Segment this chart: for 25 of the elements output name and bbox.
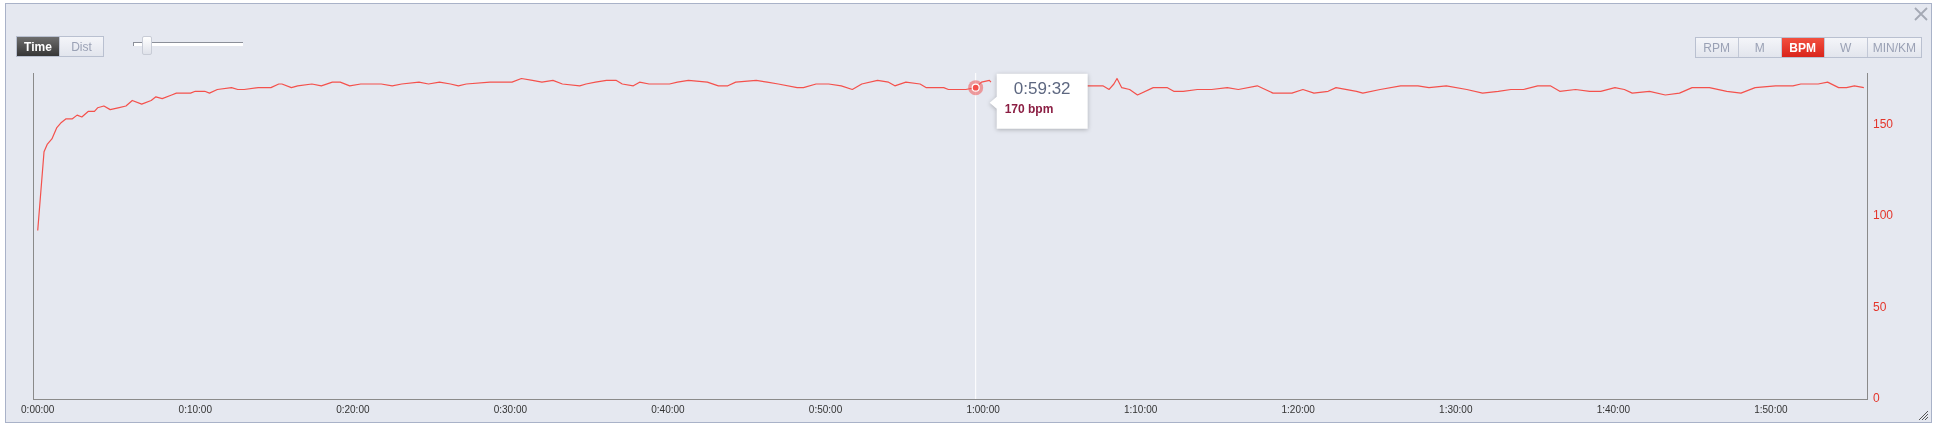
x-tick-label: 1:20:00 <box>1281 403 1316 415</box>
y-tick-label: 50 <box>1873 299 1887 314</box>
text: RPM <box>1695 38 1739 57</box>
y-tick-label: 150 <box>1873 116 1894 131</box>
text: W <box>1824 38 1868 57</box>
text: Time <box>17 37 60 56</box>
annotation: 170 bpm <box>1004 101 1054 116</box>
x-tick-label: 0:10:00 <box>178 403 213 415</box>
x-tick-label: 1:00:00 <box>966 403 1001 415</box>
x-tick-label: 1:10:00 <box>1123 403 1158 415</box>
x-tick-label: 1:30:00 <box>1439 403 1473 415</box>
text: Dist <box>60 37 103 56</box>
text: M <box>1738 38 1782 57</box>
annotation: 0:59:32 <box>1013 79 1071 99</box>
x-tick-label: 0:30:00 <box>493 403 528 415</box>
x-tick-label: 1:40:00 <box>1596 403 1631 415</box>
x-tick-label: 0:00:00 <box>21 403 55 415</box>
x-tick-label: 0:40:00 <box>651 403 686 415</box>
y-tick-label: 0 <box>1873 391 1880 406</box>
x-tick-label: 0:50:00 <box>808 403 843 415</box>
text: MIN/KM <box>1867 38 1921 57</box>
y-tick-label: 100 <box>1873 208 1894 223</box>
x-tick-label: 0:20:00 <box>336 403 370 415</box>
text: BPM <box>1781 38 1825 57</box>
x-tick-label: 1:50:00 <box>1754 403 1788 415</box>
